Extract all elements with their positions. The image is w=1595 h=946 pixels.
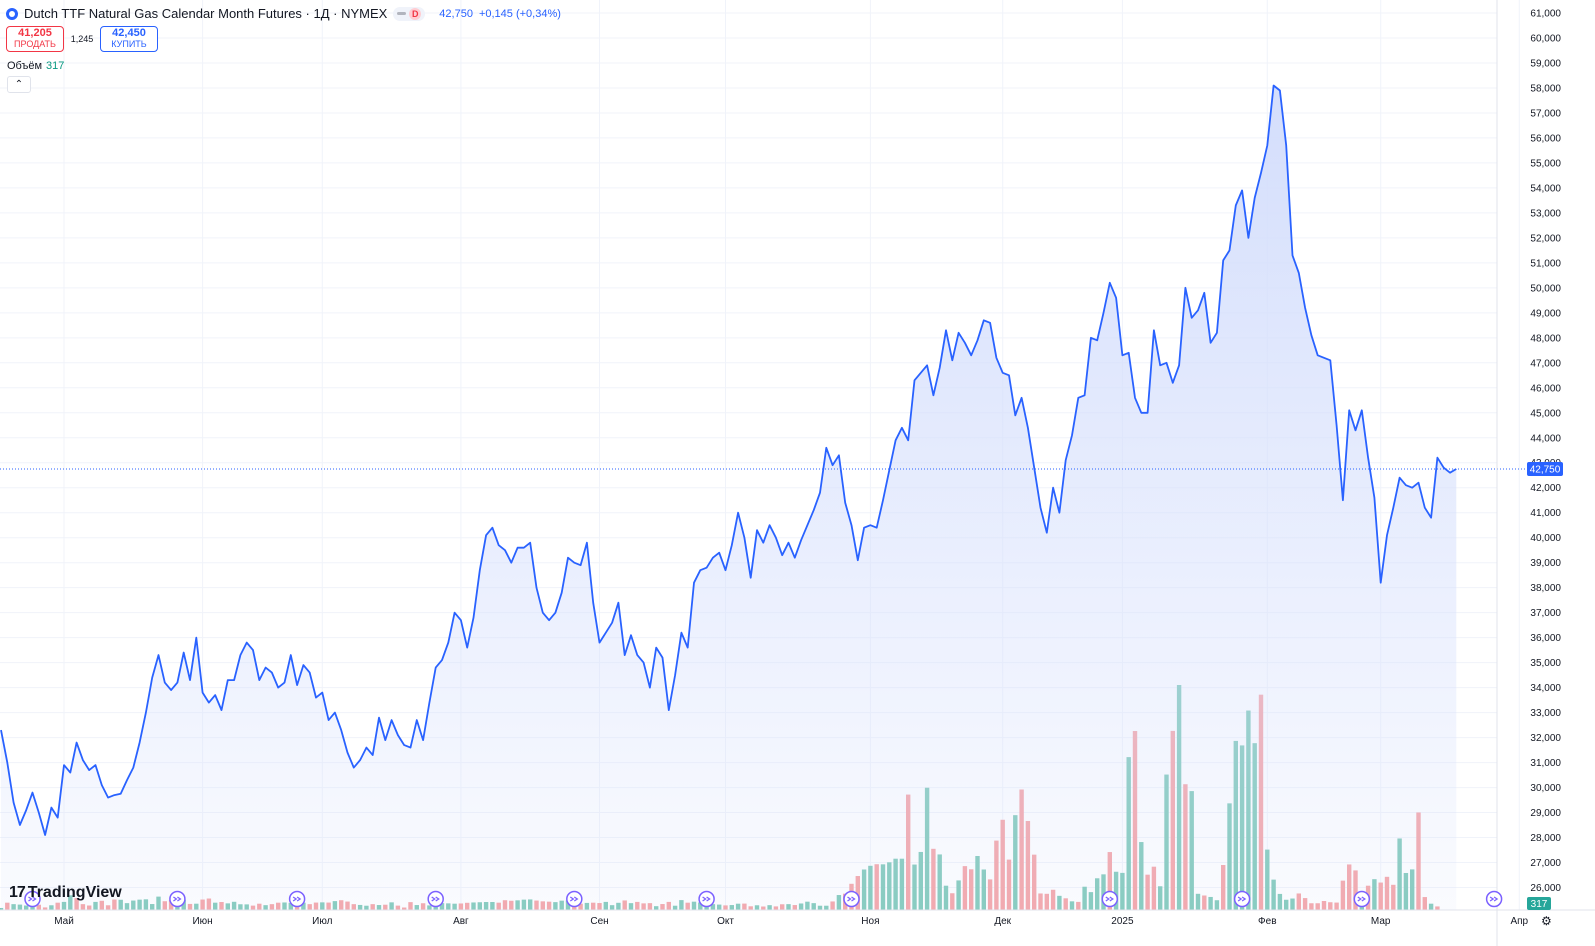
y-tick-label: 55,000 bbox=[1530, 158, 1561, 169]
x-tick-label: Июн bbox=[192, 916, 212, 927]
y-tick-label: 26,000 bbox=[1530, 883, 1561, 894]
y-tick-label: 50,000 bbox=[1530, 283, 1561, 294]
price-area-fill bbox=[1, 85, 1457, 910]
y-tick-label: 28,000 bbox=[1530, 833, 1561, 844]
tradingview-logo-text: TradingView bbox=[27, 884, 122, 901]
event-marker-arrow-icon bbox=[1237, 896, 1247, 902]
sell-button[interactable]: 41,205 ПРОДАТЬ bbox=[6, 26, 64, 52]
chart-legend: Dutch TTF Natural Gas Calendar Month Fut… bbox=[6, 6, 561, 21]
status-pill[interactable]: D bbox=[393, 6, 426, 21]
symbol-title[interactable]: Dutch TTF Natural Gas Calendar Month Fut… bbox=[24, 6, 388, 21]
y-tick-label: 53,000 bbox=[1530, 208, 1561, 219]
x-tick-label: Авг bbox=[453, 916, 469, 927]
status-bar-icon bbox=[397, 12, 407, 15]
y-tick-label: 49,000 bbox=[1530, 308, 1561, 319]
event-marker-arrow-icon bbox=[847, 896, 856, 902]
y-tick-label: 31,000 bbox=[1530, 758, 1561, 769]
chevron-up-icon: ⌃ bbox=[14, 79, 24, 90]
y-tick-label: 27,000 bbox=[1530, 858, 1561, 869]
y-tick-label: 33,000 bbox=[1530, 708, 1561, 719]
event-marker-arrow-icon bbox=[1105, 896, 1114, 902]
volume-legend[interactable]: Объём 317 bbox=[7, 60, 64, 72]
volume-value: 317 bbox=[46, 60, 65, 72]
event-marker-arrow-icon bbox=[28, 896, 37, 902]
y-tick-label: 46,000 bbox=[1530, 383, 1561, 394]
buy-label: КУПИТЬ bbox=[111, 39, 147, 49]
y-tick-label: 47,000 bbox=[1530, 358, 1561, 369]
y-tick-label: 32,000 bbox=[1530, 733, 1561, 744]
y-tick-label: 41,000 bbox=[1530, 508, 1561, 519]
x-tick-label: 2025 bbox=[1111, 916, 1134, 927]
y-tick-label: 52,000 bbox=[1530, 233, 1561, 244]
y-tick-label: 36,000 bbox=[1530, 633, 1561, 644]
y-tick-label: 45,000 bbox=[1530, 408, 1561, 419]
last-price-tag-label: 42,750 bbox=[1530, 464, 1561, 475]
y-tick-label: 34,000 bbox=[1530, 683, 1561, 694]
tradingview-logo[interactable]: 17 TradingView bbox=[9, 884, 122, 902]
y-tick-label: 59,000 bbox=[1530, 58, 1561, 69]
x-tick-label: Апр bbox=[1510, 916, 1528, 927]
x-tick-label: Дек bbox=[994, 916, 1011, 927]
y-tick-label: 54,000 bbox=[1530, 183, 1561, 194]
event-marker-arrow-icon bbox=[431, 896, 440, 902]
y-tick-label: 44,000 bbox=[1530, 433, 1561, 444]
y-tick-label: 57,000 bbox=[1530, 108, 1561, 119]
y-tick-label: 38,000 bbox=[1530, 583, 1561, 594]
y-tick-label: 60,000 bbox=[1530, 33, 1561, 44]
x-tick-label: Ноя bbox=[861, 916, 879, 927]
y-tick-label: 29,000 bbox=[1530, 808, 1561, 819]
symbol-icon bbox=[6, 7, 18, 20]
buy-price: 42,450 bbox=[112, 27, 146, 39]
y-tick-label: 51,000 bbox=[1530, 258, 1561, 269]
x-tick-label: Май bbox=[54, 916, 74, 927]
y-tick-label: 30,000 bbox=[1530, 783, 1561, 794]
y-tick-label: 58,000 bbox=[1530, 83, 1561, 94]
last-volume-tag bbox=[1527, 897, 1551, 910]
tradingview-logo-icon: 17 bbox=[9, 884, 26, 901]
trade-buttons: 41,205 ПРОДАТЬ 1,245 42,450 КУПИТЬ bbox=[6, 26, 158, 52]
x-tick-label: Окт bbox=[717, 916, 734, 927]
x-tick-label: Сен bbox=[590, 916, 608, 927]
sell-price: 41,205 bbox=[18, 27, 52, 39]
y-tick-label: 37,000 bbox=[1530, 608, 1561, 619]
x-tick-label: Июл bbox=[312, 916, 332, 927]
y-tick-label: 35,000 bbox=[1530, 658, 1561, 669]
event-marker-arrow-icon bbox=[702, 896, 711, 902]
last-price-tag bbox=[1527, 461, 1563, 476]
y-tick-label: 48,000 bbox=[1530, 333, 1561, 344]
x-tick-label: Мар bbox=[1371, 916, 1391, 927]
y-tick-label: 39,000 bbox=[1530, 558, 1561, 569]
event-marker-arrow-icon bbox=[292, 896, 302, 902]
gear-icon[interactable]: ⚙ bbox=[1541, 914, 1552, 928]
last-price: 42,750 bbox=[439, 7, 473, 20]
last-volume-tag-label: 317 bbox=[1531, 899, 1548, 910]
event-marker-arrow-icon bbox=[569, 896, 579, 902]
volume-label: Объём bbox=[7, 60, 43, 72]
spread-value: 1,245 bbox=[70, 34, 94, 44]
sell-label: ПРОДАТЬ bbox=[14, 39, 56, 49]
delayed-badge: D bbox=[409, 7, 422, 20]
price-change: +0,145 (+0,34%) bbox=[478, 7, 561, 20]
event-marker-arrow-icon bbox=[1357, 896, 1366, 902]
x-tick-label: Фев bbox=[1258, 916, 1276, 927]
price-line[interactable] bbox=[0, 84, 1457, 836]
y-tick-label: 56,000 bbox=[1530, 133, 1561, 144]
collapse-legend-button[interactable]: ⌃ bbox=[7, 76, 31, 93]
event-marker-arrow-icon bbox=[173, 896, 182, 902]
y-tick-label: 61,000 bbox=[1530, 8, 1561, 19]
y-tick-label: 42,000 bbox=[1530, 483, 1561, 494]
event-marker-arrow-icon bbox=[1489, 896, 1499, 902]
y-tick-label: 40,000 bbox=[1530, 533, 1561, 544]
buy-button[interactable]: 42,450 КУПИТЬ bbox=[100, 26, 158, 52]
